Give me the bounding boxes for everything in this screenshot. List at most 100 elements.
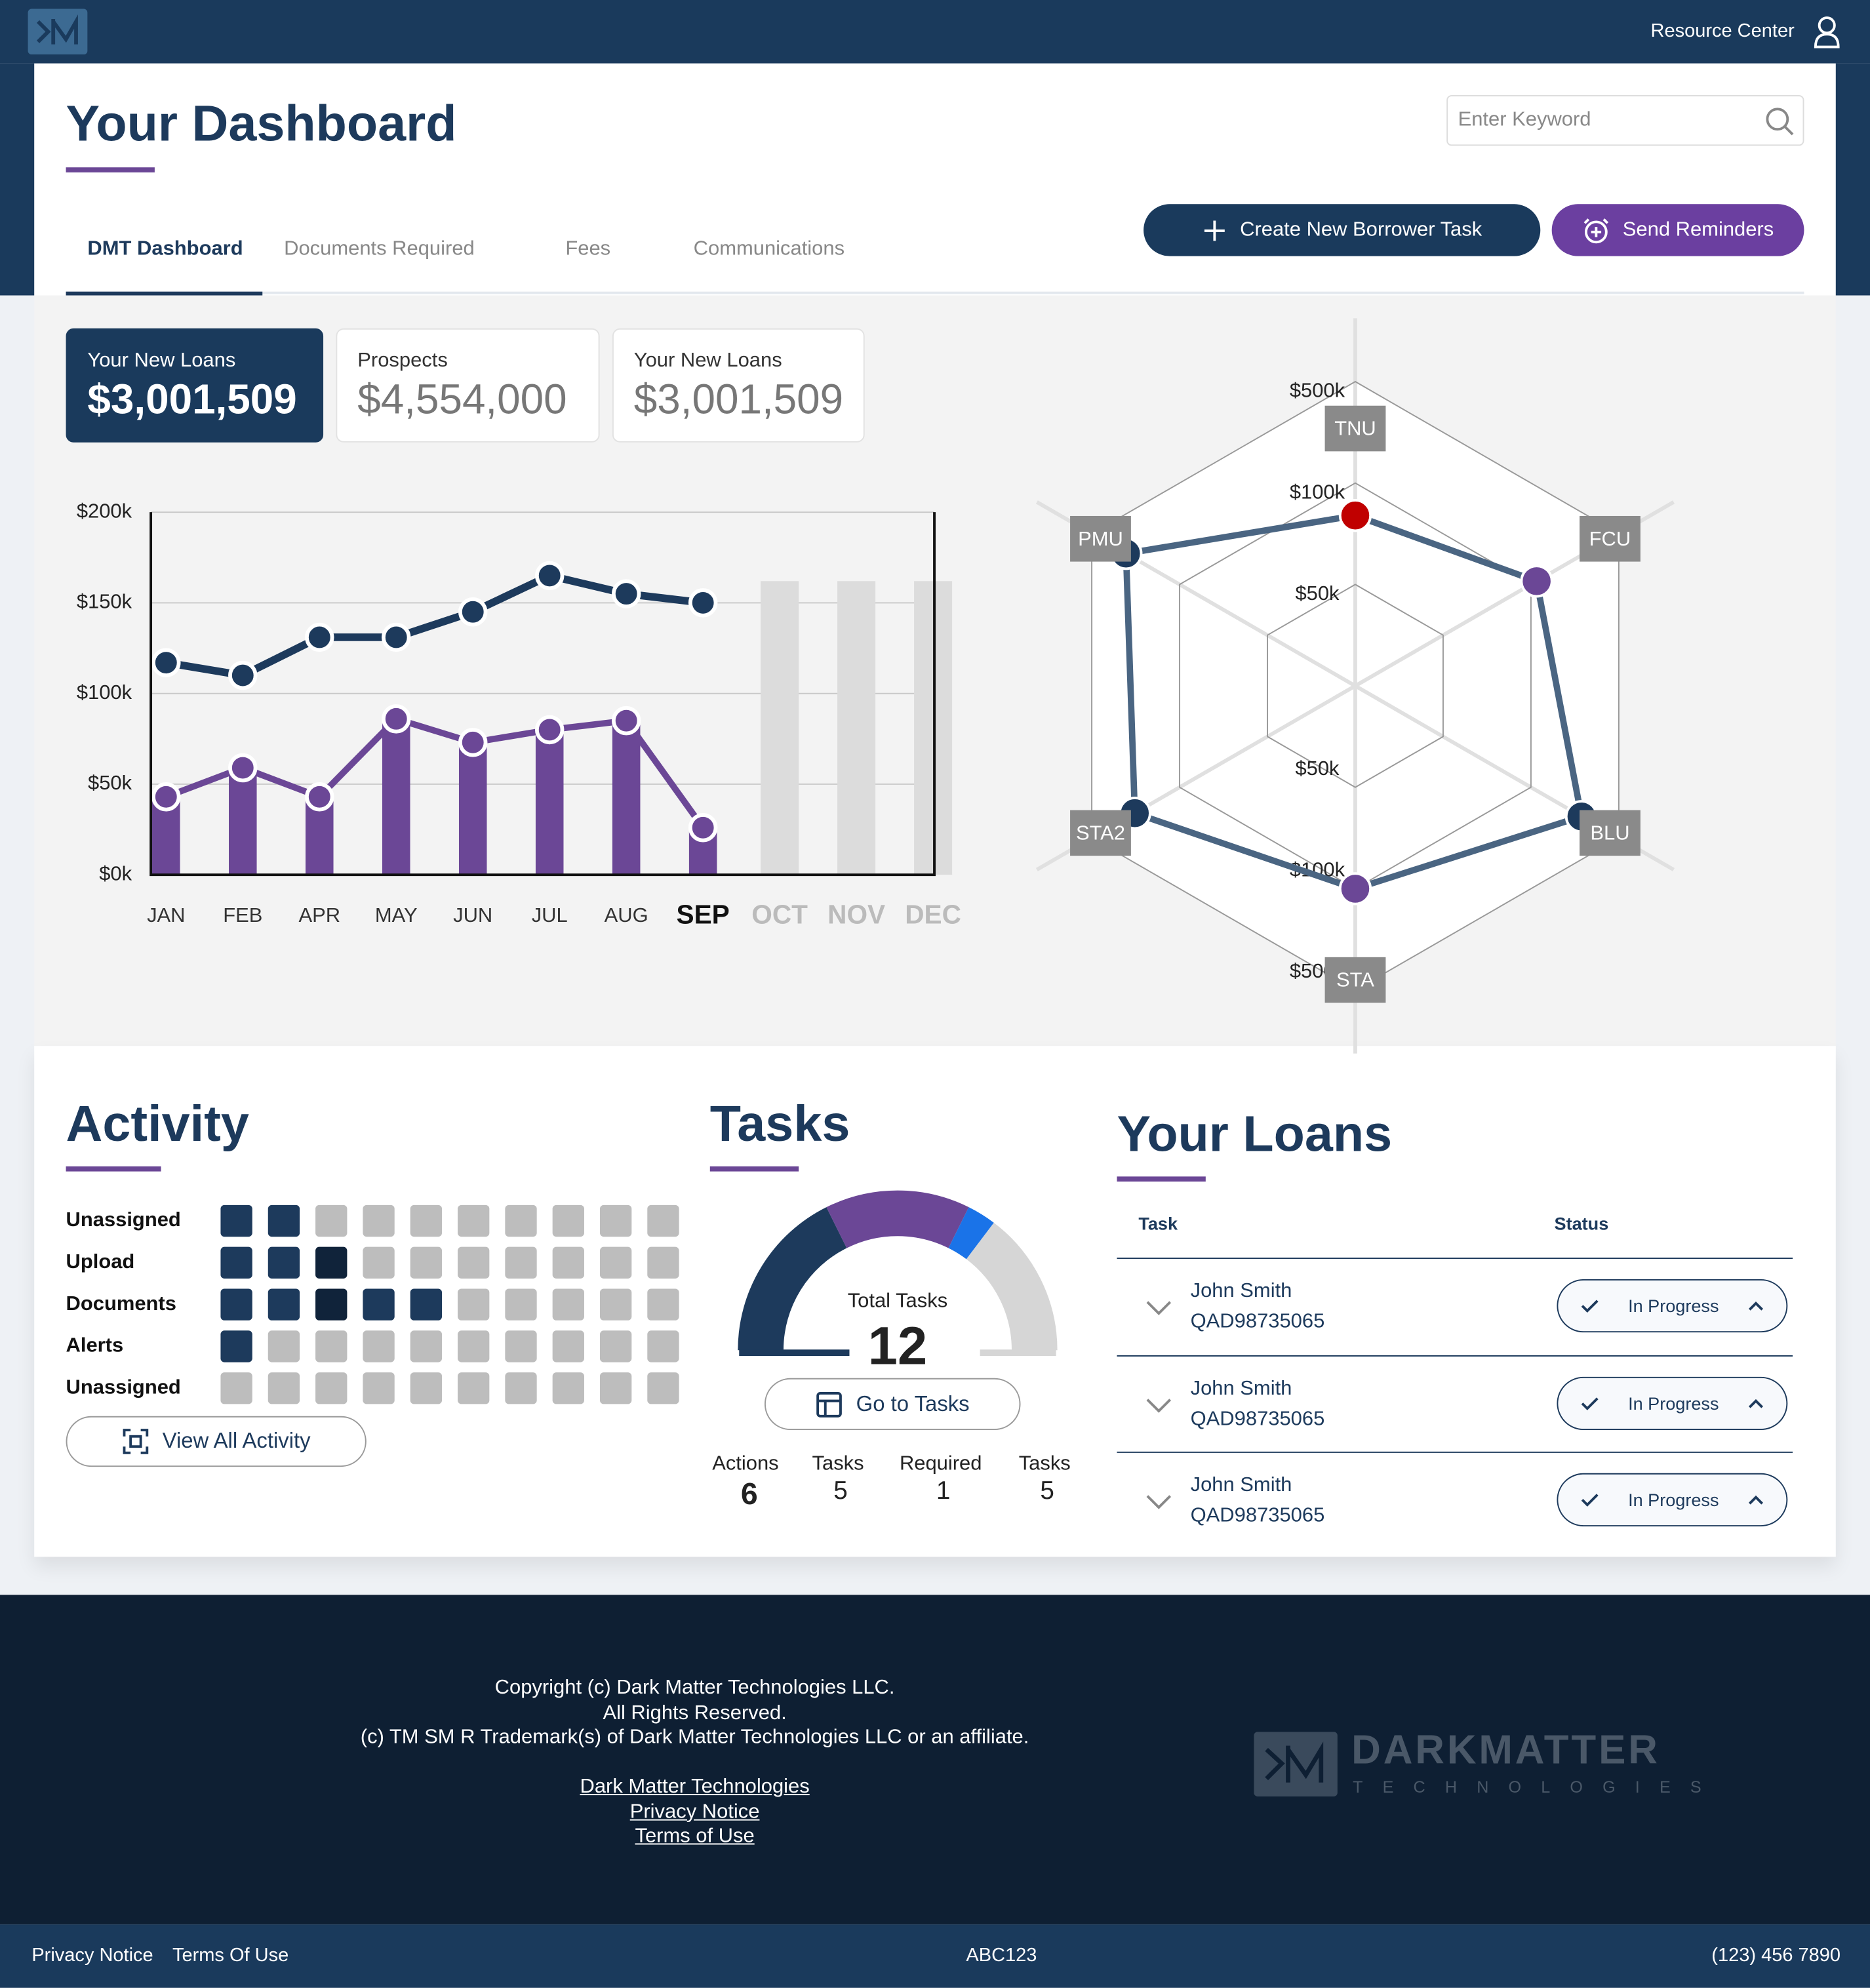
activity-cell xyxy=(220,1246,252,1279)
button-label: Go to Tasks xyxy=(856,1391,970,1416)
button-label: Create New Borrower Task xyxy=(1240,218,1482,241)
x-tick-label: OCT xyxy=(751,900,808,930)
activity-cell xyxy=(363,1204,395,1237)
y-tick-label: $150k xyxy=(77,590,132,613)
expand-icon[interactable] xyxy=(1145,1300,1173,1317)
activity-cell xyxy=(505,1204,537,1237)
footer xyxy=(0,1595,1870,1925)
go-to-tasks-button[interactable]: Go to Tasks xyxy=(764,1378,1021,1431)
footer-link[interactable]: Terms Of Use xyxy=(172,1945,289,1966)
title-underline xyxy=(709,1166,799,1172)
check-icon xyxy=(1581,1397,1599,1410)
search-icon[interactable] xyxy=(1765,106,1795,136)
tab[interactable]: Communications xyxy=(693,238,845,260)
kpi-card[interactable]: Your New Loans $3,001,509 xyxy=(66,328,324,443)
send-reminders-button[interactable]: Send Reminders xyxy=(1551,204,1804,256)
r-tick-label: $500k xyxy=(1290,379,1345,402)
bar xyxy=(535,729,564,875)
loan-row: John Smith QAD98735065 In Progress xyxy=(1117,1258,1793,1355)
tab[interactable]: DMT Dashboard xyxy=(87,238,243,260)
status-pill[interactable]: In Progress xyxy=(1557,1473,1788,1527)
footer-link[interactable]: Dark Matter Technologies xyxy=(580,1776,810,1798)
activity-cell xyxy=(458,1246,490,1279)
plus-icon xyxy=(1204,220,1225,241)
activity-cell xyxy=(552,1204,584,1237)
active-tab-indicator xyxy=(66,291,263,296)
header-card xyxy=(34,63,1836,296)
data-point xyxy=(458,597,488,627)
resource-center-link[interactable]: Resource Center xyxy=(1650,20,1795,42)
row-label: Unassigned xyxy=(66,1375,181,1398)
activity-cell xyxy=(599,1330,632,1362)
y-tick-label: $50k xyxy=(88,771,132,794)
footer-link[interactable]: Privacy Notice xyxy=(629,1800,760,1823)
collapse-icon xyxy=(1748,1398,1764,1408)
status-pill[interactable]: In Progress xyxy=(1557,1376,1788,1430)
kpi-card[interactable]: Prospects $4,554,000 xyxy=(336,328,600,443)
footer-link[interactable]: Privacy Notice xyxy=(31,1945,153,1966)
loan-row: John Smith QAD98735065 In Progress xyxy=(1117,1355,1793,1452)
activity-cell xyxy=(599,1288,632,1321)
footer-link-row: Terms of Use xyxy=(251,1826,1138,1849)
y-tick-label: $100k xyxy=(77,681,132,704)
user-icon[interactable] xyxy=(1813,15,1841,49)
loan-row: John Smith QAD98735065 In Progress xyxy=(1117,1451,1793,1549)
x-tick-label: FEB xyxy=(223,904,262,926)
footer-code: ABC123 xyxy=(966,1945,1037,1966)
activity-cell xyxy=(363,1330,395,1362)
search-placeholder: Enter Keyword xyxy=(1458,109,1591,131)
axis-label: TNU xyxy=(1334,417,1376,440)
activity-cell xyxy=(599,1372,632,1404)
activity-cell xyxy=(220,1372,252,1404)
activity-cell xyxy=(315,1288,348,1321)
stat-label: Tasks xyxy=(812,1451,864,1474)
page-title: Your Dashboard xyxy=(66,96,457,153)
axis-label-box xyxy=(1070,810,1131,856)
expand-icon[interactable] xyxy=(1145,1397,1173,1414)
data-point xyxy=(382,704,411,734)
activity-cell xyxy=(315,1246,348,1279)
table-icon xyxy=(816,1391,843,1417)
tab[interactable]: Documents Required xyxy=(284,238,475,260)
bar xyxy=(458,742,487,875)
stat-label: Tasks xyxy=(1019,1451,1071,1474)
x-tick-label: JUL xyxy=(532,904,568,926)
y-tick-label: $200k xyxy=(77,499,132,522)
footer-phone: (123) 456 7890 xyxy=(1711,1945,1841,1966)
kpi-card[interactable]: Your New Loans $3,001,509 xyxy=(612,328,865,443)
activity-cell xyxy=(315,1330,348,1362)
loan-id: QAD98735065 xyxy=(1190,1408,1325,1430)
r-tick-label: $50k xyxy=(1295,582,1340,605)
create-task-button[interactable]: Create New Borrower Task xyxy=(1144,204,1541,256)
axis xyxy=(149,512,936,877)
activity-cell xyxy=(505,1330,537,1362)
expand-icon[interactable] xyxy=(1145,1494,1173,1511)
view-activity-button[interactable]: View All Activity xyxy=(66,1416,367,1467)
activity-cell xyxy=(315,1372,348,1404)
data-point xyxy=(611,579,641,608)
status-label: In Progress xyxy=(1628,1393,1719,1413)
status-label: In Progress xyxy=(1628,1489,1719,1510)
tab[interactable]: Fees xyxy=(565,238,611,260)
gauge-total: 12 xyxy=(867,1316,928,1376)
brand-name: DARKMATTER xyxy=(1351,1726,1660,1773)
kpi-label: Prospects xyxy=(357,349,448,372)
top-bar xyxy=(0,0,1870,64)
brand-sub: TECHNOLOGIES xyxy=(1353,1777,1721,1797)
radar-ring xyxy=(1267,584,1444,788)
status-pill[interactable]: In Progress xyxy=(1557,1279,1788,1333)
x-tick-label: NOV xyxy=(827,900,885,930)
footer-line: Copyright (c) Dark Matter Technologies L… xyxy=(494,1677,895,1699)
title-underline xyxy=(66,167,155,172)
loan-name: John Smith xyxy=(1190,1474,1292,1496)
footer-link[interactable]: Terms of Use xyxy=(635,1826,755,1848)
axis-label: BLU xyxy=(1590,821,1629,844)
row-label: Unassigned xyxy=(66,1208,181,1231)
alarm-icon xyxy=(1583,218,1608,243)
logo[interactable] xyxy=(28,9,88,55)
search-box[interactable]: Enter Keyword xyxy=(1446,95,1804,146)
axis-label: STA xyxy=(1336,968,1374,991)
check-icon xyxy=(1581,1300,1599,1313)
